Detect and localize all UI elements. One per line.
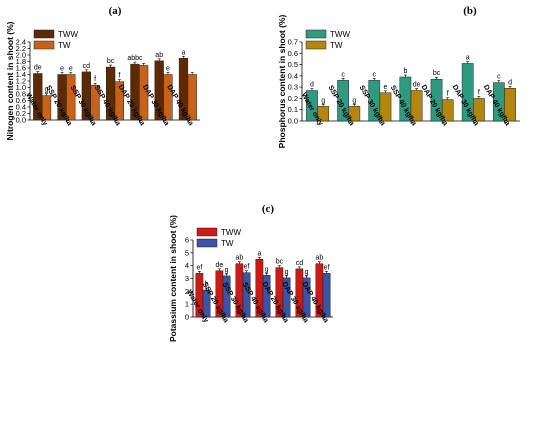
y-tick-label: 5	[185, 248, 189, 257]
legend-swatch-tww	[33, 29, 55, 39]
y-tick-label: 0.2	[16, 109, 26, 118]
y-tick-label: 1.8	[16, 57, 26, 66]
y-tick-label: 0.4	[288, 71, 298, 80]
y-tick-label: 4	[185, 261, 189, 270]
legend-label-tww: TWW	[58, 30, 78, 39]
y-tick-label: 6	[185, 236, 189, 245]
significance-letter: f	[447, 91, 449, 98]
significance-letter: e	[60, 66, 64, 73]
significance-letter: g	[265, 266, 269, 273]
significance-letter: de	[34, 65, 42, 72]
y-tick-label: 0.4	[16, 103, 26, 112]
significance-letter: ab	[155, 52, 163, 59]
legend-label-tw: TW	[58, 41, 71, 50]
significance-letter: ef	[324, 264, 330, 271]
significance-letter: abbc	[127, 55, 143, 62]
legend: TWW TW	[33, 29, 78, 50]
significance-letter: cd	[296, 260, 304, 267]
y-tick-label: 1	[185, 300, 189, 309]
significance-letter: g	[305, 269, 309, 276]
legend-swatch-tww	[305, 29, 327, 39]
significance-letter: b	[403, 68, 407, 75]
significance-letter: ef	[196, 264, 202, 271]
significance-letter: d	[508, 79, 512, 86]
significance-letter: e	[384, 84, 388, 91]
significance-letter: c	[373, 71, 377, 78]
y-tick-label: 0.2	[288, 94, 298, 103]
legend-label-tww: TWW	[221, 228, 241, 237]
y-tick-label: 0	[185, 313, 189, 322]
significance-letter: g	[45, 87, 49, 94]
panel-label: (b)	[463, 5, 477, 17]
y-tick-label: 1.4	[16, 70, 26, 79]
chart-panel-1: (a) 0.00.20.40.60.81.01.21.41.61.82.02.22…	[5, 5, 200, 141]
significance-letter: de	[216, 262, 224, 269]
significance-letter: cd	[83, 63, 91, 70]
y-tick-label: 0.8	[16, 90, 26, 99]
y-tick-label: 0.0	[288, 117, 298, 126]
significance-letter: bc	[433, 70, 441, 77]
y-tick-label: 0.3	[288, 83, 298, 92]
chart-panel-3: (c) 0 1 2 3 4 5 6 Potassium content in shoot (%)…	[168, 203, 333, 342]
significance-letter: f	[94, 76, 96, 83]
significance-letter: f	[478, 89, 480, 96]
significance-letter: c	[341, 71, 345, 78]
y-tick-label: 2.4	[16, 38, 26, 47]
significance-letter: d	[310, 82, 314, 89]
legend-label-tw: TW	[330, 41, 343, 50]
significance-letter: h	[205, 281, 209, 288]
legend-label-tww: TWW	[330, 30, 350, 39]
significance-letter: g	[321, 97, 325, 104]
y-tick-label: 2	[185, 287, 189, 296]
y-tick-label: 0.6	[16, 96, 26, 105]
significance-letter: g	[352, 97, 356, 104]
y-tick-label: 0.0	[16, 116, 26, 125]
y-axis-title: Nitrogen content in shoot (%)	[5, 21, 15, 140]
significance-letter: c	[497, 74, 501, 81]
significance-letter: g	[285, 269, 289, 276]
panel-label: (a)	[109, 5, 122, 17]
y-tick-label: 1.2	[16, 77, 26, 86]
y-axis-title: Phosphorus content in shoot (%)	[277, 15, 287, 149]
significance-letter: ab	[236, 255, 244, 262]
legend-swatch-tw	[305, 40, 327, 50]
y-tick-label: 1.0	[16, 83, 26, 92]
legend-label-tw: TW	[221, 239, 234, 248]
panel-label: (c)	[262, 203, 275, 215]
legend: TWW TW	[196, 227, 241, 248]
significance-letter: a	[182, 49, 186, 56]
y-tick-label: 3	[185, 274, 189, 283]
y-tick-label: 0.7	[288, 38, 298, 47]
y-tick-label: 2.2	[16, 44, 26, 53]
significance-letter: bc	[107, 58, 115, 65]
significance-letter: e	[166, 66, 170, 73]
y-tick-label: 0.6	[288, 49, 298, 58]
significance-letter: f	[118, 73, 120, 80]
significance-letter: a	[257, 250, 261, 257]
y-tick-label: 2.0	[16, 51, 26, 60]
y-axis-title: Potassium content in shoot (%)	[168, 215, 178, 342]
y-tick-label: 0.5	[288, 60, 298, 69]
significance-letter: ab	[316, 255, 324, 262]
y-tick-label: 0.1	[288, 105, 298, 114]
legend: TWW TW	[305, 29, 350, 50]
significance-letter: e	[69, 66, 73, 73]
significance-letter: a	[466, 54, 470, 61]
significance-letter: g	[225, 267, 229, 274]
significance-letter: de	[413, 82, 421, 89]
significance-letter: bc	[276, 259, 284, 266]
legend-swatch-tw	[33, 40, 55, 50]
legend-swatch-tw	[196, 238, 218, 248]
legend-swatch-tww	[196, 227, 218, 237]
y-tick-label: 1.6	[16, 64, 26, 73]
significance-letter: ef	[244, 264, 250, 271]
